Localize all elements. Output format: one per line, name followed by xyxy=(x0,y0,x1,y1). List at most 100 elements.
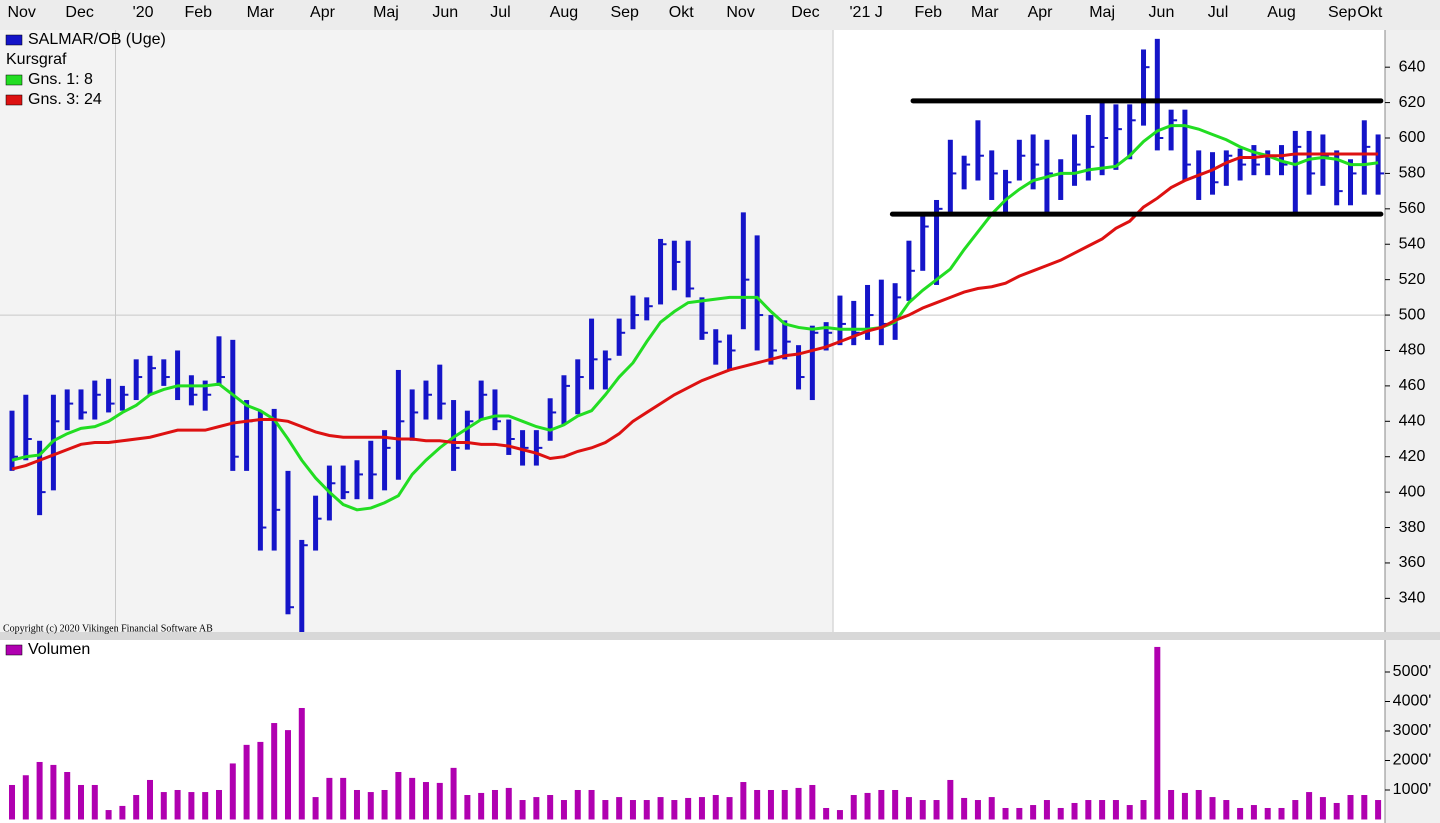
volume-bar xyxy=(1140,800,1147,820)
price-bar xyxy=(561,375,567,425)
moving-average xyxy=(11,124,1379,512)
volume-bar xyxy=(50,764,57,820)
volume-bar xyxy=(560,800,567,820)
price-bar xyxy=(92,380,98,420)
x-tick-label: Mar xyxy=(971,4,999,21)
y-tick-label: 1000' xyxy=(1393,781,1432,798)
price-bar xyxy=(727,334,733,370)
x-tick-label: Aug xyxy=(550,4,578,21)
volume-bar xyxy=(1237,807,1244,820)
volume-bar xyxy=(657,797,664,820)
volume-bar xyxy=(298,707,305,820)
price-bar xyxy=(147,355,153,395)
price-bar xyxy=(533,430,539,466)
legend-label: Gns. 1: 8 xyxy=(28,71,93,88)
price-bar xyxy=(851,300,857,346)
top-axis xyxy=(0,0,1440,30)
moving-average xyxy=(11,152,1379,471)
price-bar xyxy=(1348,159,1354,206)
volume-bar xyxy=(588,789,595,820)
volume-bar xyxy=(1085,800,1092,820)
volume-bar xyxy=(202,792,209,820)
price-bar xyxy=(892,283,898,340)
x-tick-label: Nov xyxy=(726,4,754,21)
volume-bar xyxy=(836,810,843,820)
price-bar xyxy=(740,212,746,330)
volume-bar xyxy=(105,810,112,820)
price-bar xyxy=(285,470,291,615)
volume-bar xyxy=(685,797,692,820)
price-bar xyxy=(768,315,774,365)
volume-bar xyxy=(1126,805,1133,820)
plot: 340 360 380 400 420 440 460 480 500 520 540 560 580 6… xyxy=(0,4,1431,823)
price-bar xyxy=(1058,159,1064,200)
y-tick-label: 540 xyxy=(1399,235,1426,252)
x-tick-label: Mar xyxy=(247,4,275,21)
x-tick-label: Dec xyxy=(65,4,93,21)
price-bar xyxy=(188,375,194,406)
y-tick-label: 440 xyxy=(1399,413,1426,430)
x-tick-label: Aug xyxy=(1267,4,1295,21)
price-bar xyxy=(175,350,181,401)
volume-bar xyxy=(9,784,16,820)
y-tick-label: 480 xyxy=(1399,342,1426,359)
volume-bar xyxy=(271,723,278,820)
price-bar xyxy=(1168,109,1174,151)
volume-bar xyxy=(1223,800,1230,820)
pane-separator xyxy=(0,632,1440,640)
x-tick-label: Dec xyxy=(791,4,819,21)
legend-swatch xyxy=(5,94,23,106)
volume-bar xyxy=(1264,807,1271,820)
volume-bar xyxy=(284,730,291,820)
x-tick-label: Apr xyxy=(310,4,336,21)
volume-bar xyxy=(519,800,526,820)
price-bar xyxy=(64,389,70,431)
price-bar xyxy=(644,297,650,321)
price-bar xyxy=(1127,104,1133,160)
price-bar xyxy=(423,380,429,420)
volume-bar xyxy=(698,797,705,820)
volume-bar xyxy=(505,787,512,820)
volume-bar xyxy=(215,789,222,820)
volume-bar xyxy=(1375,800,1382,820)
volume-bar xyxy=(119,805,126,820)
price-bar xyxy=(1099,100,1105,176)
y-tick-label: 400 xyxy=(1399,483,1426,500)
price-bar xyxy=(837,295,843,346)
year-shade xyxy=(0,30,834,632)
price-bar xyxy=(754,235,760,351)
volume-bar xyxy=(146,779,153,820)
price-bar xyxy=(906,240,912,301)
volume-bar xyxy=(160,792,167,820)
volume-bar xyxy=(1209,797,1216,820)
volume-bar xyxy=(1278,807,1285,820)
volume-bar xyxy=(478,792,485,820)
price-bar xyxy=(1334,150,1340,206)
x-tick-label: Maj xyxy=(1089,4,1115,21)
y-tick-label: 460 xyxy=(1399,377,1426,394)
volume-bar xyxy=(36,761,43,820)
price-bar xyxy=(1072,134,1078,186)
y-tick-label: 520 xyxy=(1399,271,1426,288)
volume-bar xyxy=(643,800,650,820)
x-tick-label: Jun xyxy=(432,4,458,21)
price-bar xyxy=(602,350,608,390)
volume-bar xyxy=(133,795,140,820)
y-tick-label: 360 xyxy=(1399,554,1426,571)
price-bar xyxy=(478,380,484,420)
x-tick-label: Okt xyxy=(1357,4,1382,21)
volume-bar xyxy=(64,771,71,820)
price-bar xyxy=(1154,38,1160,151)
volume-bar xyxy=(1250,805,1257,820)
volume-bar xyxy=(1292,800,1299,820)
price-bar xyxy=(616,318,622,356)
volume-bar xyxy=(547,795,554,820)
y-tick-label: 600 xyxy=(1399,129,1426,146)
volume-bar xyxy=(1195,789,1202,820)
volume-bar xyxy=(864,792,871,820)
volume-bar xyxy=(1057,807,1064,820)
price-bar xyxy=(1210,152,1216,195)
volume-bar xyxy=(974,800,981,820)
price-bar xyxy=(409,389,415,441)
price-bar xyxy=(119,385,125,411)
